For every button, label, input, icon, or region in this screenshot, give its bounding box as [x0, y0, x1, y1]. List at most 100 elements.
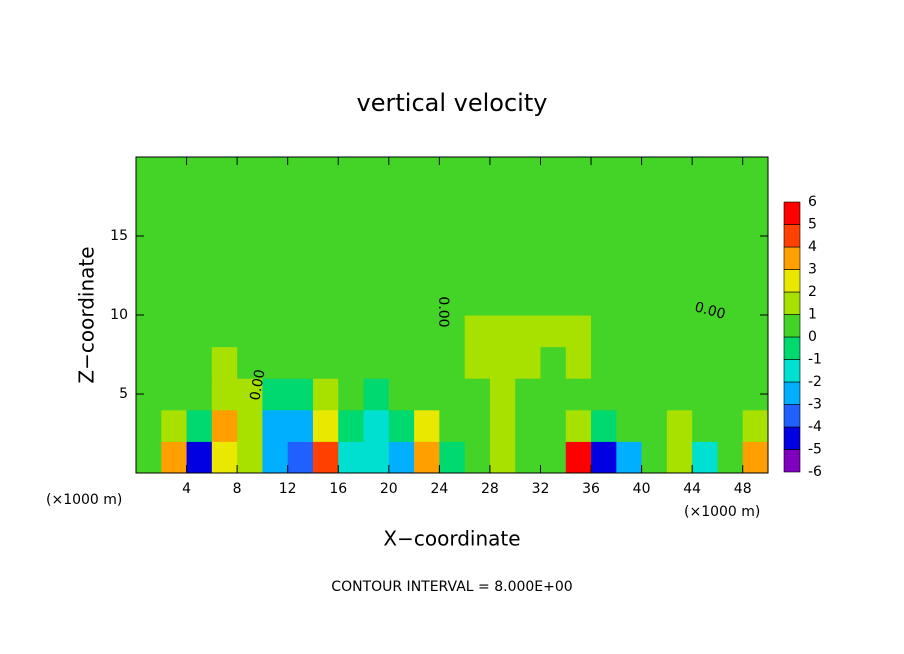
field-cell: [312, 220, 339, 253]
field-cell: [262, 378, 289, 411]
field-cell: [540, 251, 567, 284]
field-cell: [312, 315, 339, 348]
field-cell: [363, 283, 390, 316]
field-cell: [616, 409, 643, 442]
field-cell: [692, 378, 718, 411]
field-cell: [312, 188, 339, 221]
field-cell: [312, 157, 339, 190]
field-cell: [666, 346, 693, 379]
field-cell: [515, 346, 541, 379]
field-cell: [287, 346, 314, 379]
field-cell: [565, 188, 592, 221]
field-cell: [338, 220, 365, 253]
field-cell: [565, 409, 592, 442]
field-cell: [742, 441, 769, 474]
y-unit: (×1000 m): [46, 492, 122, 508]
field-cell: [515, 220, 541, 253]
field-cell: [161, 315, 188, 348]
y-tick-label: 10: [110, 307, 128, 323]
field-cell: [641, 188, 668, 221]
field-cell: [540, 283, 567, 316]
colorbar-label: -6: [808, 464, 822, 480]
x-unit: (×1000 m): [684, 504, 760, 520]
field-cell: [616, 346, 643, 379]
field-cell: [464, 378, 491, 411]
field-cell: [666, 315, 693, 348]
field-cell: [211, 378, 238, 411]
field-cell: [666, 283, 693, 316]
colorbar-swatch: [783, 291, 801, 315]
x-tick-label: 44: [683, 481, 701, 497]
field-cell: [414, 157, 440, 190]
field-cell: [591, 378, 617, 411]
field-cell: [338, 378, 365, 411]
field-cell: [136, 441, 162, 474]
field-cell: [489, 157, 516, 190]
field-cell: [692, 409, 718, 442]
field-cell: [742, 315, 769, 348]
chart-title: vertical velocity: [357, 89, 548, 117]
field-cell: [414, 283, 440, 316]
field-cell: [692, 346, 718, 379]
field-cell: [388, 378, 415, 411]
field-cell: [717, 251, 744, 284]
field-cell: [262, 315, 289, 348]
field-cell: [237, 315, 263, 348]
field-cell: [414, 220, 440, 253]
field-cell: [237, 157, 263, 190]
field-cell: [287, 409, 314, 442]
field-cell: [641, 220, 668, 253]
field-cell: [666, 378, 693, 411]
colorbar-swatch: [783, 314, 801, 338]
field-cell: [312, 441, 339, 474]
x-tick-label: 20: [380, 481, 398, 497]
field-cell: [161, 188, 188, 221]
field-cell: [565, 378, 592, 411]
field-cell: [211, 220, 238, 253]
field-cell: [565, 315, 592, 348]
field-cell: [388, 315, 415, 348]
field-cell: [414, 251, 440, 284]
field-cell: [515, 157, 541, 190]
field-cell: [186, 441, 213, 474]
field-cell: [641, 283, 668, 316]
colorbar-label: -1: [808, 352, 822, 368]
field-cell: [287, 378, 314, 411]
field-cell: [616, 220, 643, 253]
field-cell: [414, 315, 440, 348]
field-cell: [591, 220, 617, 253]
field-cell: [742, 346, 769, 379]
field-cell: [489, 251, 516, 284]
colorbar-label: -4: [808, 419, 822, 435]
colorbar-swatch: [783, 224, 801, 248]
field-cell: [439, 283, 466, 316]
field-cell: [515, 409, 541, 442]
field-cell: [388, 283, 415, 316]
field-cell: [464, 251, 491, 284]
field-cell: [742, 409, 769, 442]
field-cell: [464, 283, 491, 316]
field-cell: [237, 251, 263, 284]
field-cell: [565, 441, 592, 474]
field-cell: [489, 188, 516, 221]
field-cell: [186, 378, 213, 411]
field-cell: [161, 441, 188, 474]
field-cell: [464, 346, 491, 379]
field-cell: [388, 188, 415, 221]
field-cell: [312, 346, 339, 379]
field-cell: [641, 157, 668, 190]
field-cell: [515, 251, 541, 284]
field-cell: [338, 251, 365, 284]
x-tick-label: 4: [182, 481, 191, 497]
field-cell: [616, 157, 643, 190]
field-cell: [489, 378, 516, 411]
field-cell: [363, 188, 390, 221]
field-cell: [136, 188, 162, 221]
colorbar-swatch: [783, 201, 801, 225]
field-cell: [211, 157, 238, 190]
field-cell: [641, 409, 668, 442]
field-cell: [363, 220, 390, 253]
field-cell: [136, 409, 162, 442]
field-cell: [363, 251, 390, 284]
